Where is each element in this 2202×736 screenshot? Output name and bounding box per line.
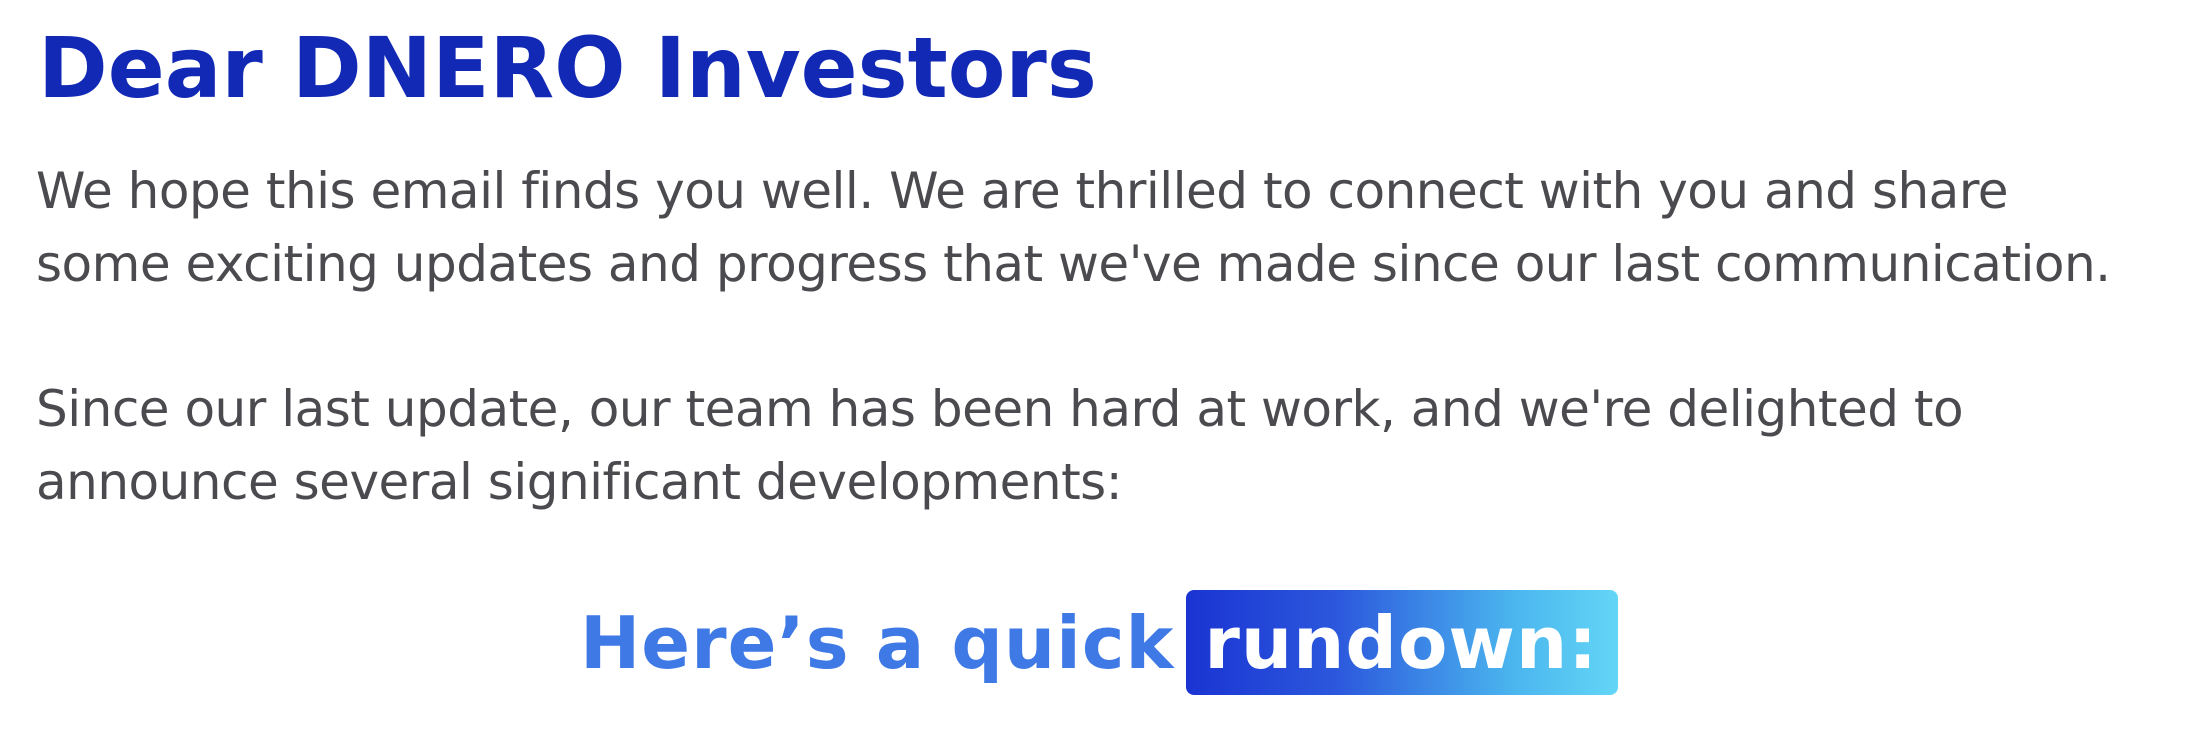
update-line-2: announce several significant development… [36,453,1123,511]
update-line-1: Since our last update, our team has been… [36,380,1964,438]
intro-paragraph: We hope this email finds you well. We ar… [36,155,2111,301]
email-heading: Dear DNERO Investors [38,19,1097,117]
rundown-lead-text: Here’s a quick [580,600,1175,685]
update-paragraph: Since our last update, our team has been… [36,373,1964,519]
rundown-heading: Here’s a quick rundown: [580,590,1618,695]
rundown-highlight-badge: rundown: [1186,590,1618,695]
intro-line-2: some exciting updates and progress that … [36,235,2111,293]
intro-line-1: We hope this email finds you well. We ar… [36,162,2009,220]
